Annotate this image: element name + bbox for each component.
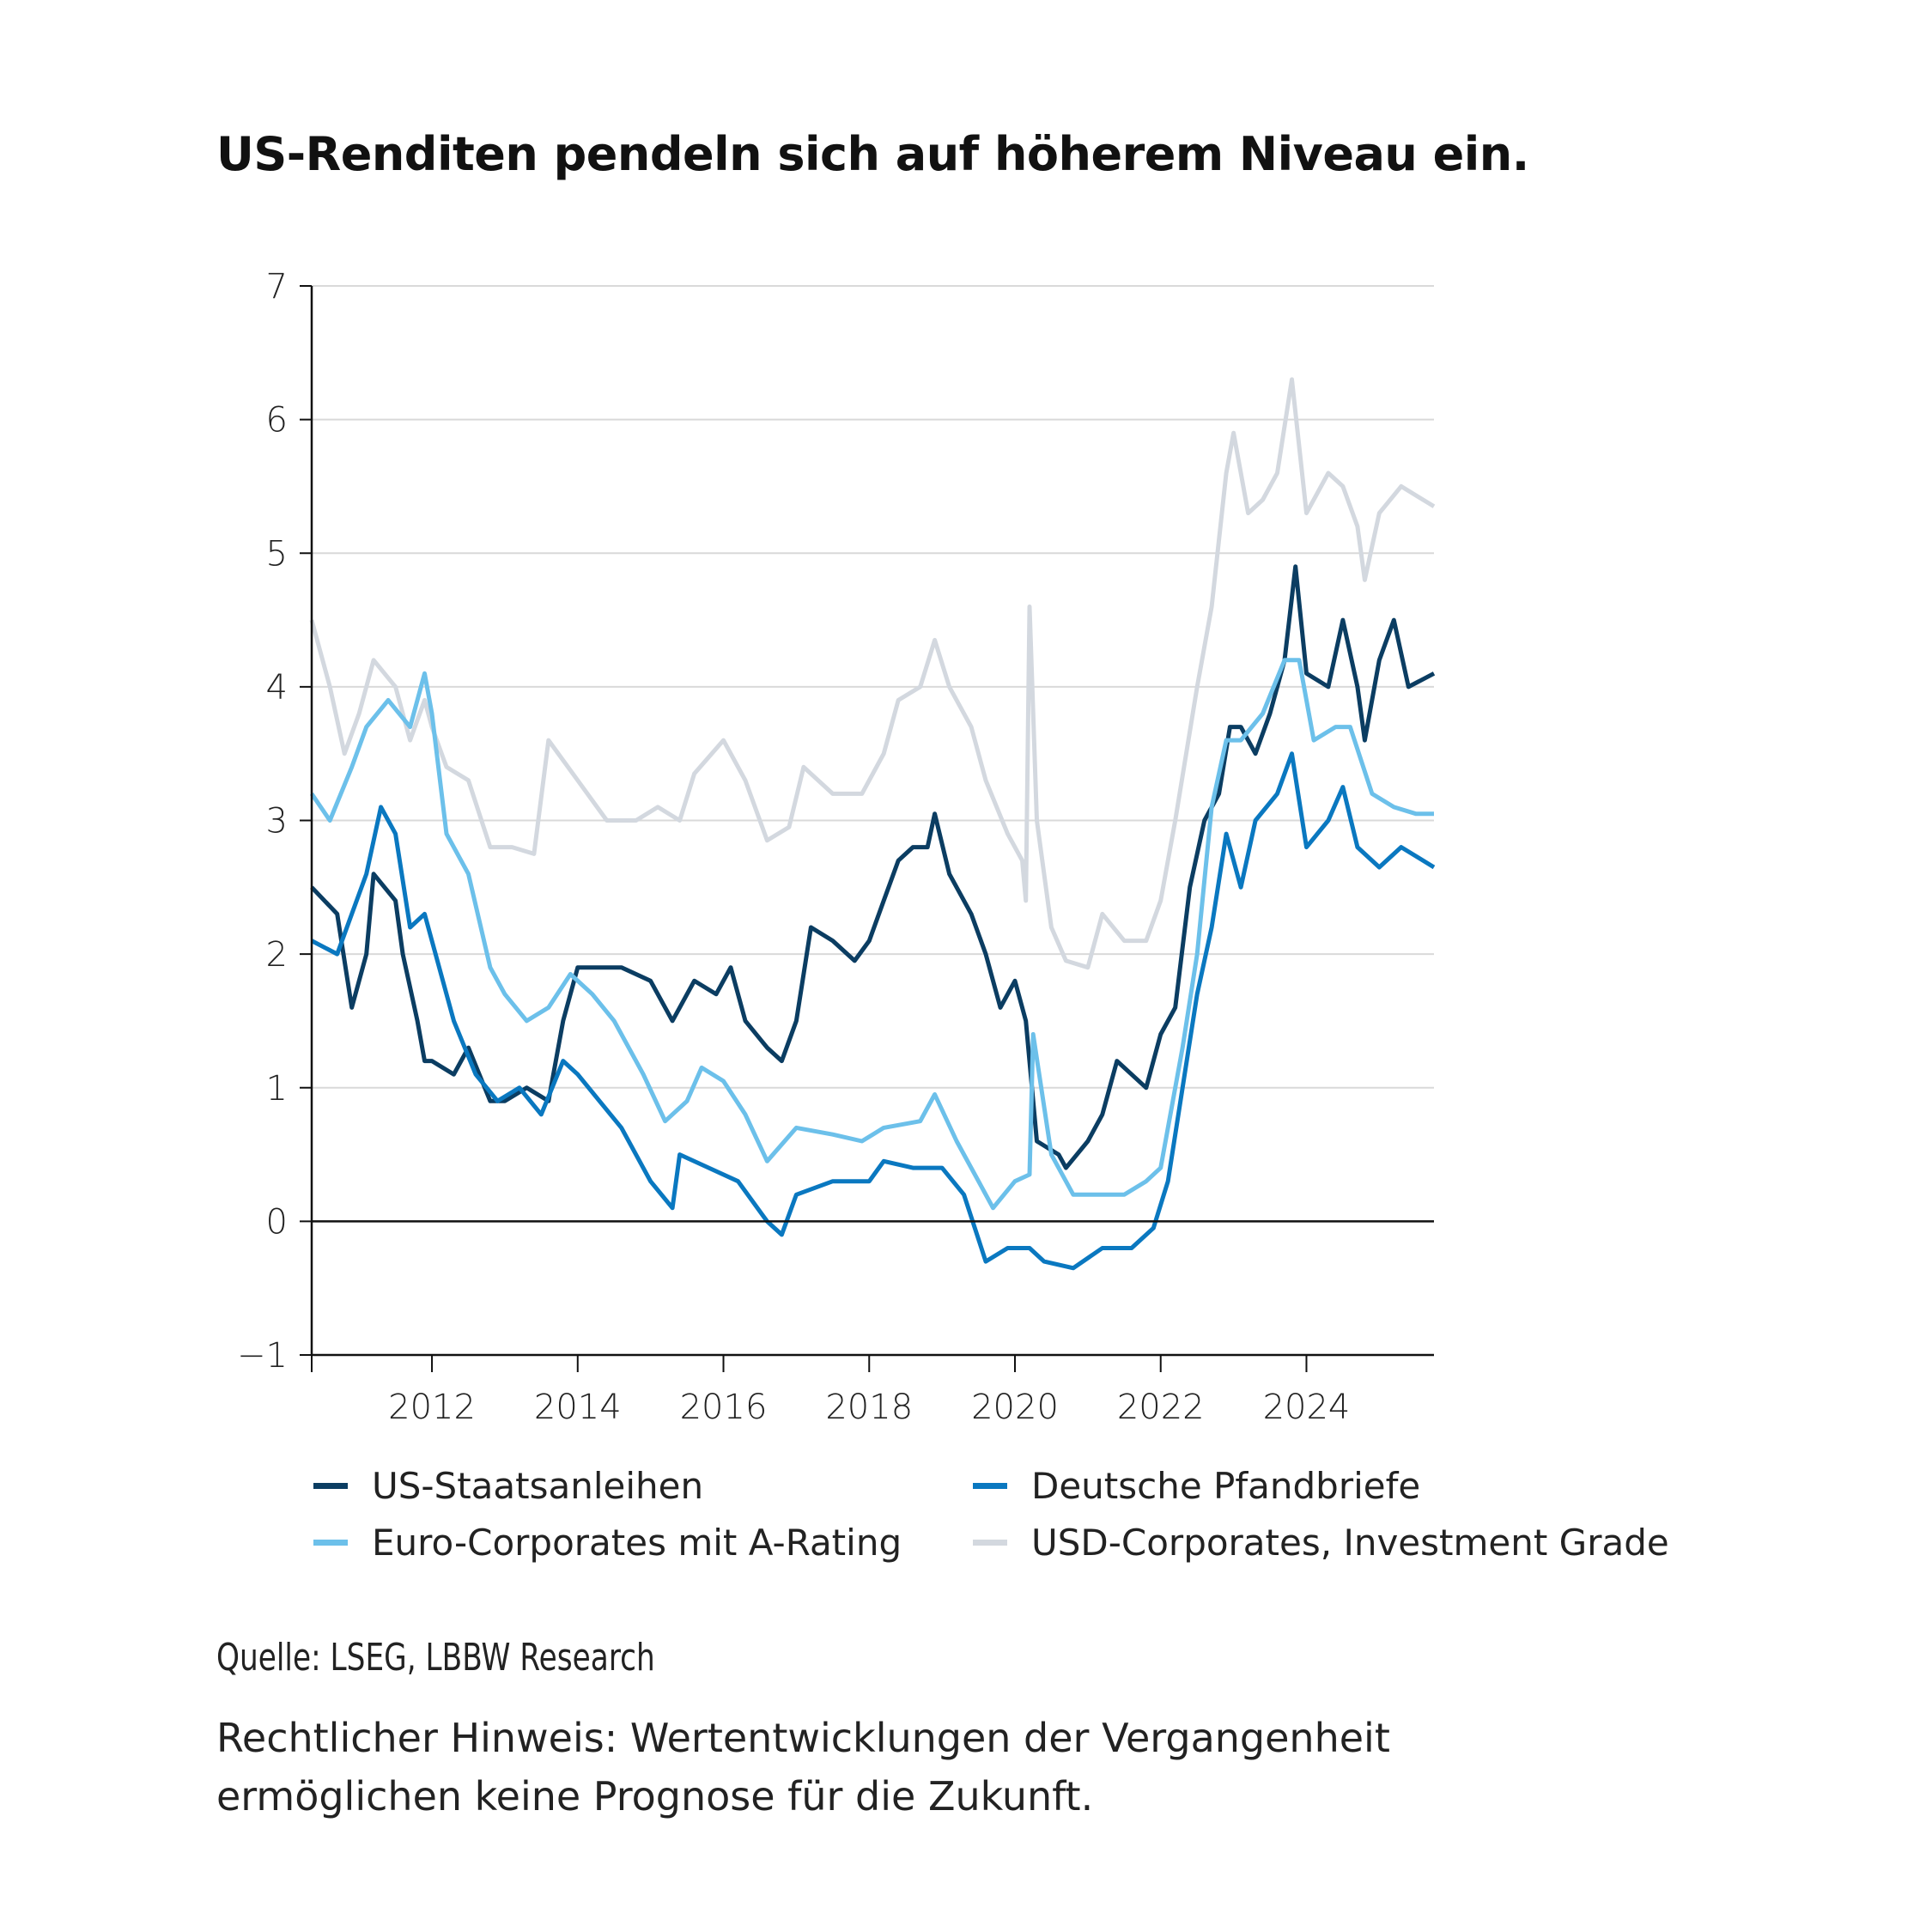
y-tick-label: 3 <box>266 802 288 841</box>
legend-swatch <box>973 1483 1007 1489</box>
x-tick-label: 2020 <box>971 1388 1059 1427</box>
y-tick-label: 7 <box>266 267 288 307</box>
legend-label: Deutsche Pfandbriefe <box>1031 1465 1421 1507</box>
legal-note-line: Rechtlicher Hinweis: Wertentwicklungen d… <box>216 1715 1390 1761</box>
x-tick-label: 2024 <box>1263 1388 1351 1427</box>
legend-item-deutsche-pfandbriefe: Deutsche Pfandbriefe <box>973 1465 1420 1507</box>
y-tick-label: 4 <box>266 668 288 708</box>
series-line-deutsche-pfandbriefe <box>310 751 1436 1271</box>
legend-item-usd-corporates: USD-Corporates, Investment Grade <box>973 1522 1669 1564</box>
legend-swatch <box>313 1540 348 1546</box>
legal-note: Rechtlicher Hinweis: Wertentwicklungen d… <box>216 1709 1762 1826</box>
legend-label: US-Staatsanleihen <box>372 1465 704 1507</box>
y-tick-label: 2 <box>266 935 288 975</box>
legend-swatch <box>313 1483 348 1489</box>
y-tick-label: 1 <box>266 1069 288 1109</box>
legend-label: Euro-Corporates mit A-Rating <box>372 1522 902 1564</box>
legend-swatch <box>973 1540 1007 1546</box>
x-tick-label: 2014 <box>534 1388 622 1427</box>
y-tick-label: 6 <box>266 401 288 440</box>
series-line-us-staatsanleihen <box>310 564 1436 1170</box>
chart-title: US-Renditen pendeln sich auf höherem Niv… <box>216 127 1529 181</box>
x-tick-label: 2012 <box>388 1388 476 1427</box>
series-line-usd-corporates-investment-grade <box>309 377 1436 970</box>
y-tick-label: 0 <box>266 1202 288 1242</box>
source-note: Quelle: LSEG, LBBW Research <box>216 1636 655 1680</box>
y-tick-label: −1 <box>237 1336 288 1376</box>
legend-label: USD-Corporates, Investment Grade <box>1031 1522 1669 1564</box>
legal-note-line: ermöglichen keine Prognose für die Zukun… <box>216 1773 1094 1820</box>
x-tick-label: 2018 <box>825 1388 913 1427</box>
y-tick-label: 5 <box>266 534 288 574</box>
line-chart: −1 0 1 2 3 4 5 6 7 2012 2014 2016 2018 2020 2022 2024 <box>237 267 1436 1427</box>
legend-item-euro-corporates: Euro-Corporates mit A-Rating <box>313 1522 902 1564</box>
legend-item-us-staatsanleihen: US-Staatsanleihen <box>313 1465 703 1507</box>
x-tick-label: 2016 <box>680 1388 768 1427</box>
x-tick-label: 2022 <box>1117 1388 1205 1427</box>
series-line-euro-corporates-mit-a-rating <box>309 658 1434 1211</box>
